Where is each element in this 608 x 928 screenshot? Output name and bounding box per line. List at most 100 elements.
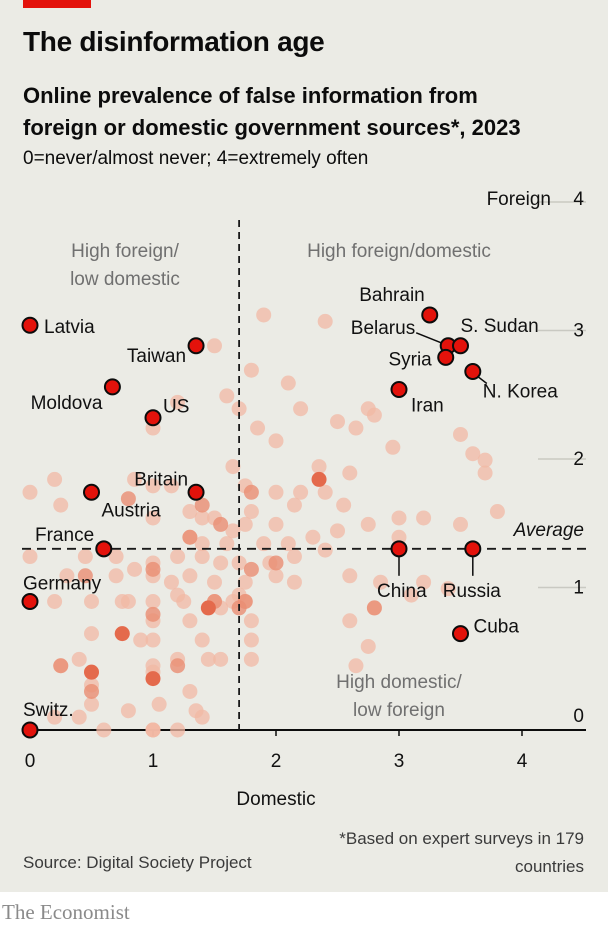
- country-point: [360, 516, 376, 532]
- axes: 0 1 2 3 4 Foreign 0 1 2 3 4 Domestic: [22, 189, 586, 810]
- point-syria: [437, 348, 455, 366]
- label-s-sudan: S. Sudan: [461, 316, 539, 337]
- highlighted-points: Latvia Taiwan Moldova US Britain Austria Franc…: [21, 285, 558, 739]
- scale-note: 0=never/almost never; 4=extremely often: [23, 148, 369, 169]
- label-austria: Austria: [102, 500, 162, 521]
- country-point: [286, 549, 302, 565]
- country-point: [391, 510, 407, 526]
- y-tick-label: 3: [573, 321, 584, 342]
- label-taiwan: Taiwan: [127, 346, 186, 367]
- y-tick-label: 2: [573, 449, 584, 470]
- country-point: [151, 696, 167, 712]
- label-china: China: [377, 581, 427, 602]
- country-point: [268, 484, 284, 500]
- label-germany: Germany: [23, 574, 102, 595]
- country-point: [465, 446, 481, 462]
- country-point: [348, 658, 364, 674]
- country-point: [200, 651, 216, 667]
- country-point: [416, 510, 432, 526]
- country-point: [213, 516, 229, 532]
- quadrant-label-bottom-right: low foreign: [353, 700, 445, 721]
- country-point: [170, 549, 186, 565]
- point-taiwan: [187, 337, 205, 355]
- label-cuba: Cuba: [474, 617, 520, 638]
- country-point: [53, 658, 69, 674]
- country-point: [145, 510, 161, 526]
- country-point: [256, 536, 272, 552]
- quadrant-label-bottom-right: High domestic/: [336, 672, 462, 693]
- country-point: [145, 671, 161, 687]
- y-tick-label: 1: [573, 578, 584, 599]
- country-point: [47, 471, 63, 487]
- point-austria: [83, 483, 100, 501]
- label-britain: Britain: [134, 469, 188, 490]
- country-point: [59, 568, 75, 584]
- country-point: [77, 549, 93, 565]
- country-point: [120, 491, 136, 507]
- country-point: [268, 516, 284, 532]
- country-point: [84, 594, 99, 609]
- y-tick-label: 0: [573, 706, 584, 727]
- average-lines: Average: [22, 220, 586, 730]
- country-point: [330, 414, 345, 430]
- country-point: [108, 568, 124, 584]
- country-point: [440, 581, 456, 597]
- label-switz: Switz.: [23, 700, 74, 721]
- country-point: [170, 587, 186, 603]
- country-point: [317, 313, 333, 329]
- chart-subtitle: Online prevalence of false information f…: [23, 80, 521, 144]
- country-point: [336, 497, 352, 513]
- label-us: US: [163, 397, 189, 418]
- country-point: [71, 651, 87, 667]
- country-point: [342, 465, 358, 481]
- x-tick-label: 2: [271, 751, 282, 772]
- quadrant-label-top-left: High foreign/: [71, 241, 179, 262]
- country-point: [200, 600, 216, 616]
- country-point: [170, 722, 186, 738]
- quadrant-label-top-right: High foreign/domestic: [307, 241, 491, 262]
- publisher-wordmark: The Economist: [2, 900, 130, 924]
- country-point: [145, 632, 161, 648]
- label-iran: Iran: [411, 395, 444, 416]
- country-point: [311, 471, 327, 487]
- country-point: [348, 420, 364, 436]
- label-latvia: Latvia: [44, 317, 95, 338]
- point-moldova: [103, 378, 121, 396]
- country-point: [163, 574, 179, 590]
- x-axis-title: Domestic: [236, 789, 315, 810]
- chart-subtitle-line-2: foreign or domestic government sources*,…: [23, 115, 521, 140]
- country-point: [194, 709, 210, 725]
- country-point: [366, 407, 382, 423]
- point-s-sudan: [452, 337, 469, 355]
- country-point: [305, 529, 321, 545]
- point-britain: [187, 483, 205, 501]
- point-cuba: [452, 625, 469, 643]
- country-point: [108, 549, 124, 565]
- brand-accent-bar: [23, 0, 91, 8]
- country-point: [391, 529, 407, 545]
- country-point: [237, 574, 253, 590]
- country-point: [114, 626, 130, 642]
- country-point: [453, 426, 468, 442]
- country-point: [182, 683, 198, 699]
- source-note: Source: Digital Society Project: [23, 853, 252, 872]
- country-point: [342, 613, 358, 629]
- country-point: [207, 338, 222, 354]
- country-point: [268, 555, 284, 571]
- country-point: [84, 626, 99, 642]
- country-point: [243, 484, 259, 500]
- country-point: [22, 484, 38, 500]
- country-point: [385, 439, 401, 455]
- country-point: [477, 465, 493, 481]
- y-tick-label: 4: [573, 189, 584, 210]
- x-tick-label: 4: [517, 751, 528, 772]
- quadrant-labels: High foreign/low domestic High foreign/do…: [70, 241, 491, 721]
- country-point: [268, 568, 284, 584]
- country-point: [84, 664, 99, 680]
- country-point: [243, 651, 259, 667]
- point-germany: [21, 593, 39, 610]
- country-point: [84, 696, 99, 712]
- average-label: Average: [513, 520, 584, 541]
- quadrant-label-top-left: low domestic: [70, 269, 180, 290]
- country-point: [237, 516, 253, 532]
